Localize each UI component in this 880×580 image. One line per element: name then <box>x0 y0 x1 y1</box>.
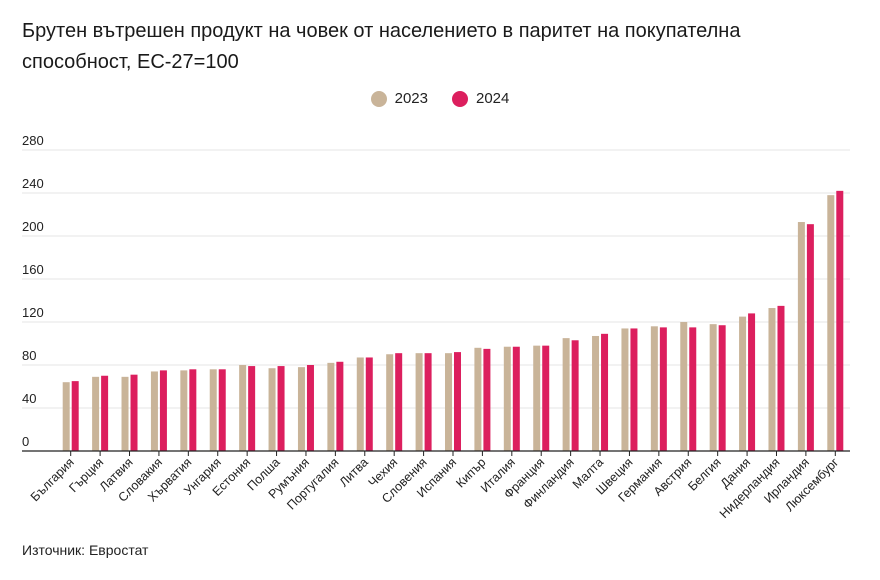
bar-2023 <box>62 382 70 451</box>
bar-2024 <box>512 346 520 451</box>
bar-2023 <box>268 368 276 451</box>
bar-2023 <box>474 347 482 451</box>
bar-2023 <box>327 362 335 451</box>
legend-item-2023: 2023 <box>370 90 428 107</box>
bar-2024 <box>689 327 697 451</box>
y-tick-label: 240 <box>22 176 44 191</box>
bar-2023 <box>356 357 364 451</box>
bar-2023 <box>445 353 452 451</box>
bar-2023 <box>621 328 629 451</box>
legend-swatch-2024 <box>452 90 468 107</box>
bar-2023 <box>180 370 188 451</box>
bar-2023 <box>121 376 129 451</box>
y-tick-label: 200 <box>22 219 44 234</box>
bar-2024 <box>101 375 109 451</box>
bar-2023 <box>503 346 511 451</box>
y-tick-label: 160 <box>22 262 44 277</box>
bar-2024 <box>130 374 138 451</box>
bar-2024 <box>277 366 285 451</box>
bar-2024 <box>365 357 373 451</box>
y-tick-label: 120 <box>22 305 44 320</box>
bar-2024 <box>542 345 550 451</box>
chart-title: Брутен вътрешен продукт на човек от насе… <box>22 20 741 73</box>
bar-2024 <box>248 366 256 451</box>
bar-2024 <box>836 190 844 451</box>
bar-2024 <box>454 352 461 451</box>
bar-2024 <box>218 369 226 451</box>
bar-2023 <box>297 367 305 451</box>
y-tick-label: 280 <box>22 133 44 148</box>
bar-2024 <box>306 365 314 451</box>
x-tick-label: Белгия <box>685 455 723 493</box>
y-tick-label: 80 <box>22 348 36 363</box>
bar-2023 <box>209 369 217 451</box>
bar-2023 <box>415 353 423 451</box>
bar-2024 <box>630 328 638 451</box>
bar-2023 <box>150 371 158 451</box>
bar-2024 <box>336 361 344 451</box>
legend-item-2024: 2024 <box>452 90 509 107</box>
legend-label-2024: 2024 <box>476 90 510 107</box>
bar-2024 <box>189 369 197 451</box>
bar-2023 <box>768 308 776 451</box>
bar-2023 <box>709 324 717 451</box>
bar-2023 <box>386 354 394 451</box>
bar-2024 <box>777 305 785 451</box>
bar-2024 <box>601 333 609 451</box>
bar-2024 <box>806 224 814 451</box>
legend: 2023 2024 <box>0 90 880 107</box>
bar-2023 <box>562 338 570 451</box>
legend-label-2023: 2023 <box>394 90 428 107</box>
bar-2023 <box>533 345 541 451</box>
bar-2023 <box>92 376 100 451</box>
bar-2024 <box>395 353 403 451</box>
y-tick-label: 0 <box>22 434 29 449</box>
bar-chart: 04080120160200240280БългарияГърцияЛатвия… <box>22 133 850 521</box>
y-tick-label: 40 <box>22 391 36 406</box>
bar-2024 <box>659 327 667 451</box>
bar-2023 <box>239 365 247 451</box>
bar-2023 <box>739 316 747 451</box>
legend-swatch-2023 <box>370 90 387 107</box>
x-tick-label: България <box>28 455 77 504</box>
source-note: Източник: Евростат <box>22 542 149 558</box>
x-tick-label: Литва <box>337 455 371 489</box>
bar-2024 <box>748 313 756 451</box>
bar-2024 <box>483 348 491 451</box>
bar-2024 <box>718 325 726 451</box>
bar-2023 <box>592 335 600 451</box>
bar-2024 <box>571 340 579 451</box>
bar-2024 <box>159 370 167 451</box>
bar-2023 <box>680 322 688 451</box>
bar-2023 <box>827 195 835 451</box>
bar-2023 <box>650 326 658 451</box>
bar-2024 <box>71 381 79 451</box>
bar-2023 <box>797 222 805 451</box>
bar-2024 <box>424 353 432 451</box>
